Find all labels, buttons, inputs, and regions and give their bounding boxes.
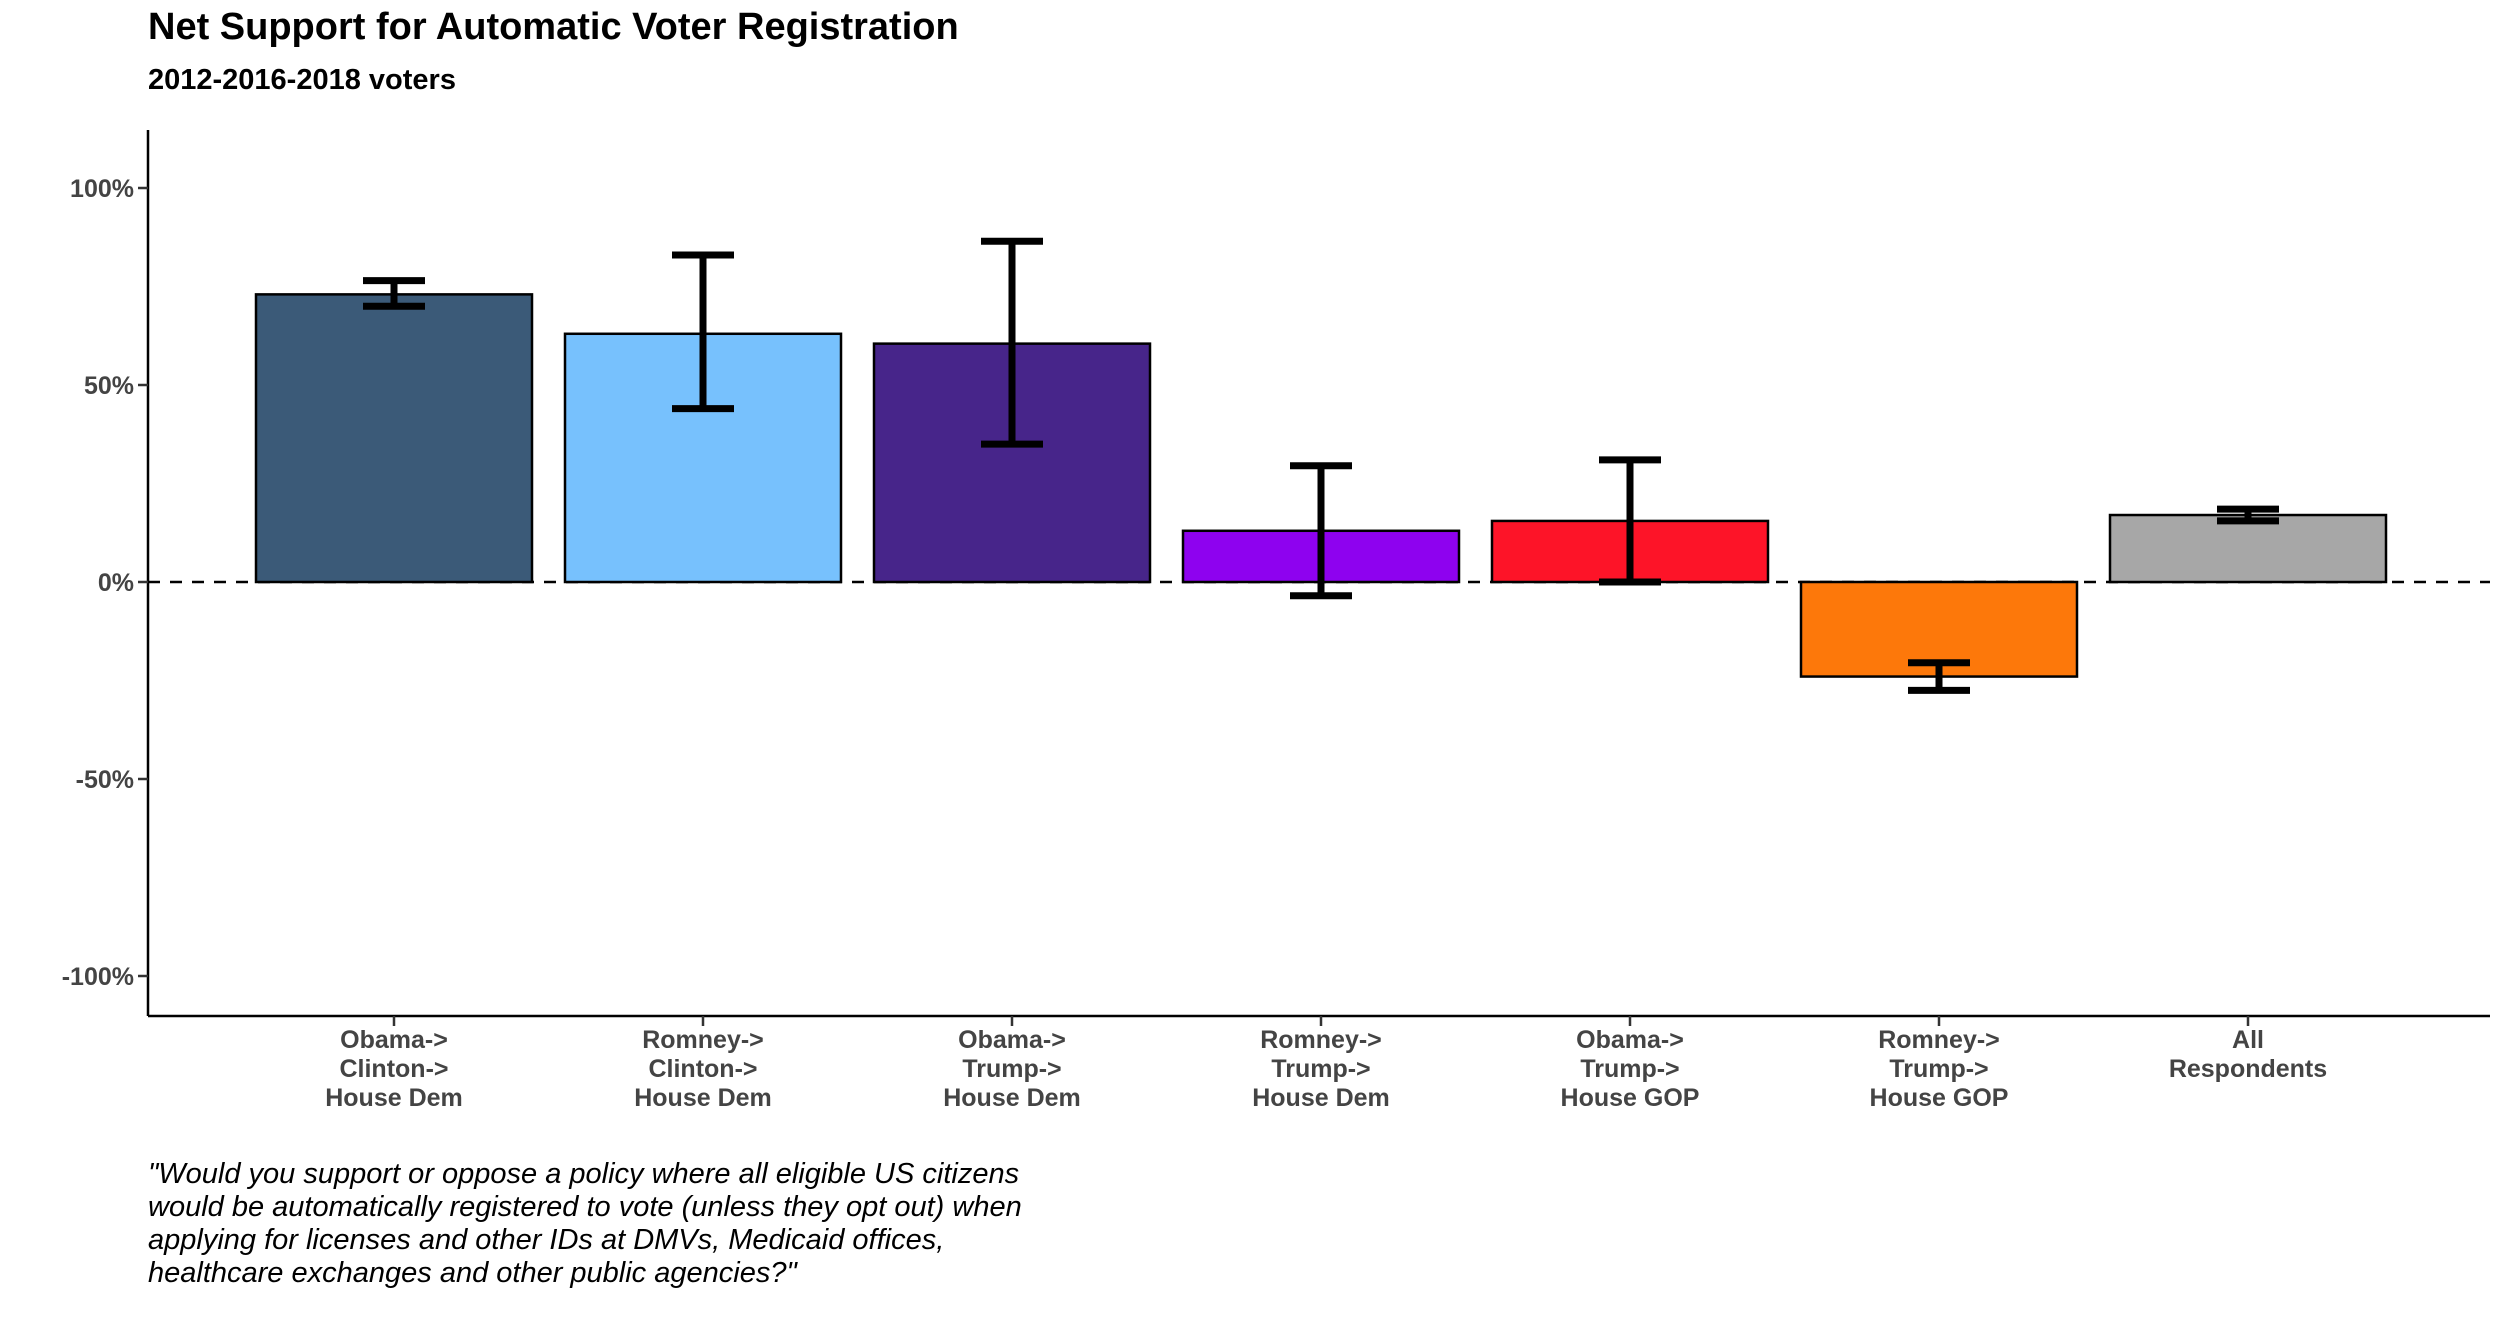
y-tick-label: 0% [98,569,134,597]
error-bar [363,277,425,310]
error-bar [1908,659,1970,694]
chart-title: Net Support for Automatic Voter Registra… [148,6,959,48]
y-tick-label: -100% [62,963,134,991]
category-label-layer: Obama-> Clinton-> House Dem Romney-> Clinton… [325,1026,2327,1112]
error-bar [672,251,734,413]
error-bar-layer [363,237,2279,694]
error-bar [2217,505,2279,525]
bar [254,293,534,584]
category-label: Romney-> Trump-> House Dem [1252,1026,1390,1112]
category-label: Romney-> Trump-> House GOP [1870,1026,2009,1112]
category-label: Romney-> Clinton-> House Dem [634,1026,772,1112]
question-caption: "Would you support or oppose a policy wh… [148,1158,1022,1289]
y-tick-label: 50% [84,372,134,400]
error-bar [981,237,1043,448]
category-label: Obama-> Trump-> House GOP [1561,1026,1700,1112]
category-label: Obama-> Clinton-> House Dem [325,1026,463,1112]
chart-subtitle: 2012-2016-2018 voters [148,64,456,96]
bar [2108,513,2388,584]
y-tick-label: -50% [76,766,134,794]
y-tick-label: 100% [70,175,134,203]
error-bar [1290,462,1352,600]
error-bar [1599,456,1661,586]
category-label: Obama-> Trump-> House Dem [943,1026,1081,1112]
category-label: All Respondents [2169,1026,2327,1083]
